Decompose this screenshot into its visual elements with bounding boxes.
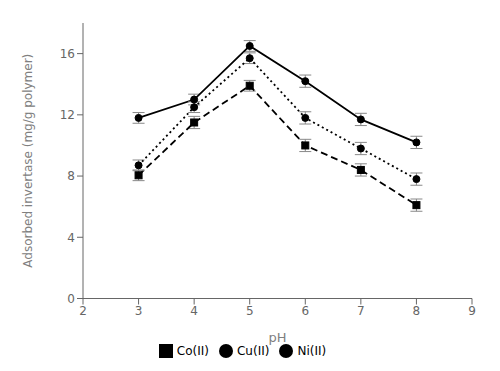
svg-text:12: 12: [60, 108, 75, 122]
svg-text:9: 9: [468, 304, 476, 318]
svg-text:0: 0: [67, 292, 75, 306]
svg-text:16: 16: [60, 47, 75, 61]
svg-text:4: 4: [190, 304, 198, 318]
svg-text:5: 5: [246, 304, 254, 318]
svg-text:Adsorbed invertase (mg/g polym: Adsorbed invertase (mg/g polymer): [21, 54, 35, 268]
svg-text:7: 7: [357, 304, 365, 318]
svg-text:6: 6: [301, 304, 309, 318]
svg-text:2: 2: [79, 304, 87, 318]
html-text:Ni(II): Ni(II): [297, 343, 327, 358]
html-text:Co(II): Co(II): [176, 343, 209, 358]
svg-text:3: 3: [135, 304, 143, 318]
svg-text:8: 8: [67, 169, 75, 183]
svg-text:4: 4: [67, 231, 75, 245]
html-text:Cu(II): Cu(II): [237, 343, 270, 358]
svg-text:pH: pH: [268, 330, 286, 345]
svg-text:8: 8: [413, 304, 421, 318]
